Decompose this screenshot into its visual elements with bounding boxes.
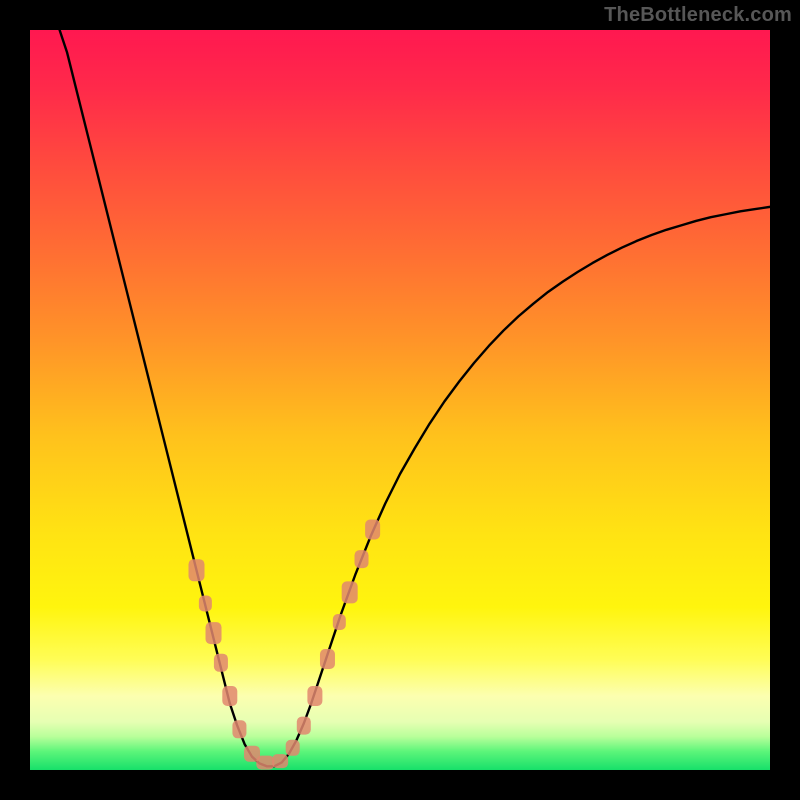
chart-frame: TheBottleneck.com xyxy=(0,0,800,800)
plot-area xyxy=(30,30,770,770)
data-marker xyxy=(286,740,300,756)
data-marker xyxy=(214,654,228,672)
data-marker xyxy=(206,622,222,644)
data-marker xyxy=(355,550,369,568)
data-marker xyxy=(222,686,237,706)
curve-layer xyxy=(30,30,770,770)
bottleneck-curve xyxy=(60,30,770,766)
watermark-text: TheBottleneck.com xyxy=(604,4,792,27)
data-marker xyxy=(272,754,288,768)
data-marker xyxy=(199,596,212,612)
data-marker xyxy=(297,717,311,735)
data-marker xyxy=(320,649,335,669)
data-marker xyxy=(307,686,322,706)
data-marker xyxy=(333,614,346,630)
data-marker xyxy=(256,756,274,770)
data-marker xyxy=(189,559,205,581)
data-marker xyxy=(365,520,380,540)
data-marker xyxy=(232,720,246,738)
data-markers xyxy=(189,520,381,770)
data-marker xyxy=(342,581,358,603)
